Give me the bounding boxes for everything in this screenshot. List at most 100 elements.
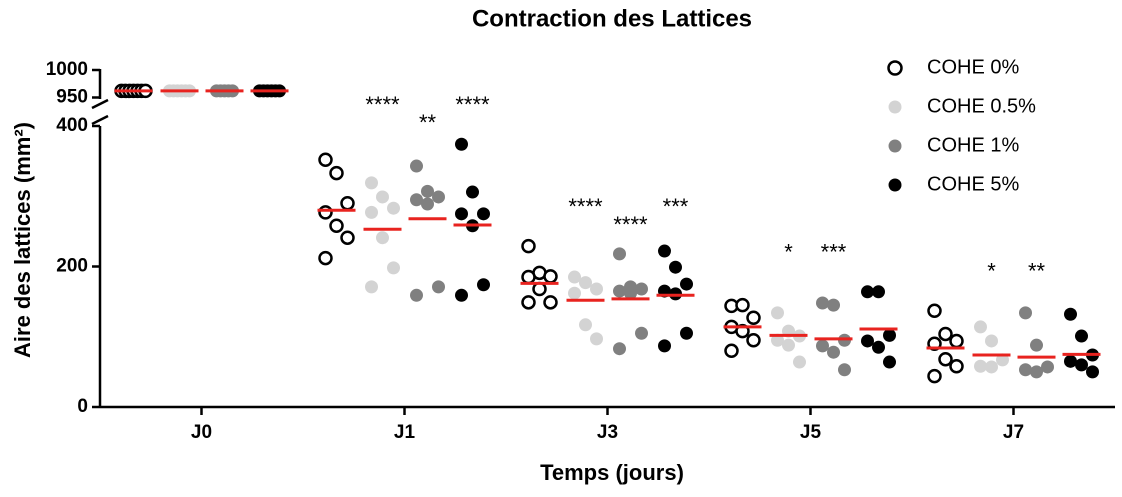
data-point (432, 280, 445, 294)
data-point (590, 332, 603, 346)
y-tick-label: 0 (77, 396, 88, 417)
data-point (680, 326, 693, 340)
data-point (816, 339, 829, 353)
data-point (365, 280, 378, 294)
data-point (590, 282, 603, 296)
data-point (827, 298, 840, 312)
legend-label: COHE 0% (927, 56, 1019, 78)
data-point (455, 207, 468, 221)
legend-marker (888, 100, 902, 114)
data-point (376, 231, 389, 245)
data-point (579, 318, 592, 332)
legend-marker (888, 139, 902, 153)
data-point (624, 286, 637, 300)
data-point (635, 326, 648, 340)
y-axis-label: Aire des lattices (mm²) (10, 122, 35, 358)
data-point (949, 359, 964, 374)
data-point (340, 196, 355, 211)
data-point (771, 306, 784, 320)
data-point (974, 359, 987, 373)
data-point (466, 185, 479, 199)
x-tick-label: J1 (394, 422, 416, 443)
data-point (938, 326, 953, 342)
data-point (746, 333, 761, 348)
significance-label: *** (663, 194, 689, 219)
data-point (883, 355, 896, 369)
data-point (658, 244, 671, 258)
legend-marker (887, 60, 903, 76)
data-point (410, 193, 423, 207)
data-point (329, 165, 344, 181)
data-point (735, 297, 750, 313)
data-point (771, 333, 784, 347)
x-tick-label: J5 (800, 422, 822, 443)
data-point (543, 269, 558, 284)
axis-break (91, 98, 109, 110)
data-point (680, 277, 693, 291)
data-point (455, 288, 468, 302)
data-point (635, 282, 648, 296)
data-point (543, 295, 558, 310)
significance-label: **** (455, 92, 490, 117)
data-point (996, 353, 1009, 367)
y-tick-label: 950 (56, 87, 88, 108)
data-point (455, 137, 468, 151)
data-point (985, 360, 998, 374)
data-point (938, 351, 953, 367)
data-point (949, 333, 964, 349)
data-point (521, 269, 536, 285)
legend-marker (888, 178, 902, 192)
data-point (872, 285, 885, 299)
legend-label: COHE 0.5% (927, 95, 1036, 117)
chart-title: Contraction des Lattices (472, 5, 752, 32)
significance-label: *** (821, 240, 847, 265)
data-point (421, 197, 434, 211)
data-point (1086, 365, 1099, 379)
data-point (387, 261, 400, 275)
data-point (340, 230, 355, 245)
data-point (1030, 338, 1043, 352)
data-point (521, 238, 536, 254)
data-point (477, 278, 490, 292)
y-tick-label: 400 (56, 115, 88, 136)
data-point (329, 218, 344, 234)
data-point (838, 363, 851, 377)
data-point (1064, 354, 1077, 368)
x-tick-label: J7 (1003, 422, 1024, 443)
data-point (861, 334, 874, 348)
data-point (579, 276, 592, 290)
y-tick-label: 200 (56, 256, 88, 277)
y-tick-label: 1000 (46, 59, 88, 80)
data-point (387, 201, 400, 215)
data-point (816, 296, 829, 310)
data-point (1064, 307, 1077, 321)
data-point (861, 285, 874, 299)
data-point (410, 288, 423, 302)
data-point (410, 159, 423, 173)
significance-label: * (784, 240, 793, 265)
x-tick-label: J0 (191, 422, 212, 443)
data-point (613, 342, 626, 356)
data-point (658, 339, 671, 353)
data-point (613, 247, 626, 261)
data-point (613, 284, 626, 298)
significance-label: **** (613, 212, 648, 237)
data-point (365, 176, 378, 190)
data-point (421, 184, 434, 198)
data-point (432, 190, 445, 204)
legend-label: COHE 5% (927, 173, 1019, 195)
data-point (746, 310, 761, 326)
data-point (1075, 329, 1088, 343)
data-point (793, 355, 806, 369)
significance-label: * (987, 259, 996, 284)
data-point (1019, 363, 1032, 377)
axis-break (91, 114, 109, 126)
data-point (883, 328, 896, 342)
data-point (477, 207, 490, 221)
x-tick-label: J3 (597, 422, 618, 443)
data-point (1019, 306, 1032, 320)
data-point (782, 338, 795, 352)
data-point (376, 190, 389, 204)
data-point (974, 320, 987, 334)
